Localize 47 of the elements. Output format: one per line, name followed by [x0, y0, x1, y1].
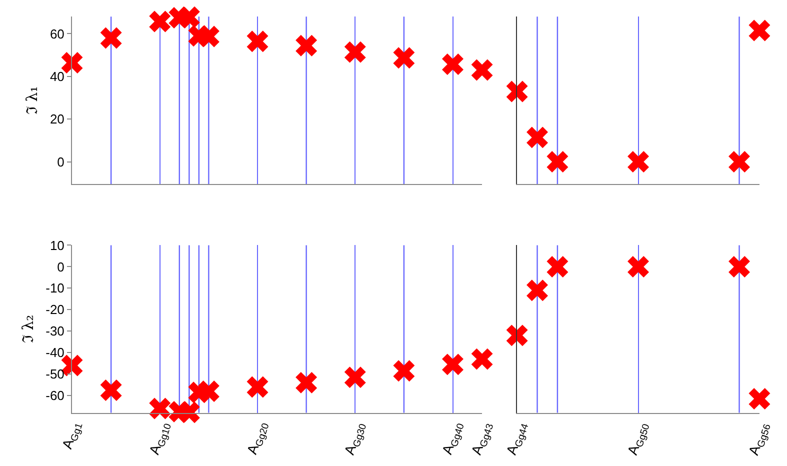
point: [178, 6, 200, 28]
point: [149, 10, 171, 32]
y-tick-label: -20: [46, 302, 64, 318]
point: [393, 47, 415, 69]
point: [149, 398, 171, 420]
y-tick-label: -60: [46, 388, 64, 404]
y-tick-label: -50: [46, 366, 64, 382]
point: [728, 151, 750, 173]
y-tick-label: 10: [50, 238, 64, 253]
point: [546, 256, 568, 278]
y-tick-label: 60: [50, 26, 64, 42]
y-tick-label: 20: [50, 112, 64, 127]
point: [100, 379, 122, 401]
point: [506, 80, 528, 102]
point: [296, 34, 318, 56]
y-axis-title: ℑ λ₂: [18, 314, 37, 344]
y-tick-label: 0: [57, 259, 64, 274]
point: [628, 151, 649, 173]
point: [442, 53, 464, 75]
y-tick-label: -40: [46, 345, 64, 360]
point: [198, 26, 220, 48]
point: [246, 30, 268, 52]
point: [506, 324, 528, 346]
point: [526, 280, 548, 302]
y-axis-title: ℑ λ₁: [23, 86, 42, 115]
point: [442, 354, 464, 376]
point: [246, 376, 268, 398]
y-tick-label: -10: [46, 280, 64, 296]
point: [728, 256, 750, 278]
point: [178, 402, 200, 424]
y-tick-label: 40: [50, 68, 64, 84]
point: [628, 256, 649, 278]
y-tick-label: -30: [46, 324, 64, 339]
point: [296, 372, 318, 394]
point: [344, 366, 366, 388]
point: [344, 41, 366, 63]
point: [100, 27, 122, 49]
point: [61, 52, 83, 74]
point: [471, 59, 493, 81]
point: [393, 360, 415, 382]
point: [748, 20, 770, 42]
y-tick-label: 0: [57, 154, 64, 170]
point: [526, 126, 548, 148]
point: [198, 380, 220, 402]
point: [546, 151, 568, 173]
point: [471, 348, 493, 370]
point: [748, 388, 770, 410]
